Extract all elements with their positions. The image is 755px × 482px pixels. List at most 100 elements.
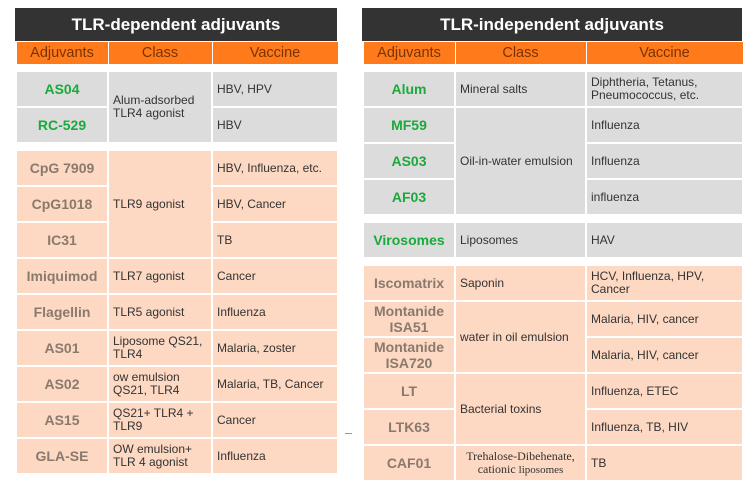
adjuvant-cell: Montanide ISA720 xyxy=(362,336,456,374)
class-line-1: Trehalose-Dibehenate, xyxy=(466,448,575,463)
vaccine-cell: HAV xyxy=(585,221,744,259)
vaccine-cell: TB xyxy=(211,221,339,259)
adjuvant-cell: CpG 7909 xyxy=(15,149,109,187)
vaccine-cell: Influenza xyxy=(211,293,339,331)
vaccine-cell: Malaria, HIV, cancer xyxy=(585,336,744,374)
adjuvant-cell: CpG1018 xyxy=(15,185,109,223)
adjuvant-cell: CAF01 xyxy=(362,444,456,482)
table-row: Alum Mineral salts Diphtheria, Tetanus, … xyxy=(362,70,744,108)
table-row: AS03 Influenza xyxy=(362,142,744,180)
adjuvant-cell: IC31 xyxy=(15,221,109,259)
table-row: Iscomatrix Saponin HCV, Influenza, HPV, … xyxy=(362,264,744,302)
class-cell: Trehalose-Dibehenate, cationic liposomes xyxy=(454,444,587,482)
class-cell: ow emulsion QS21, TLR4 xyxy=(107,365,213,403)
tlr-independent-table: Adjuvants Class Vaccine Alum Mineral sal… xyxy=(362,41,744,482)
adjuvant-cell: MF59 xyxy=(362,106,456,144)
vaccine-cell: Influenza, TB, HIV xyxy=(585,408,744,446)
header-class: Class xyxy=(454,41,587,65)
table-row: RC-529 HBV xyxy=(15,106,339,144)
table-row: LT Bacterial toxins Influenza, ETEC xyxy=(362,372,744,446)
table-row: CpG1018 HBV, Cancer xyxy=(15,185,339,223)
vaccine-cell: HBV, Influenza, etc. xyxy=(211,149,339,187)
class-cell: Liposome QS21, TLR4 xyxy=(107,329,213,367)
header-row: Adjuvants Class Vaccine xyxy=(15,41,339,65)
class-cell: Mineral salts xyxy=(454,70,587,108)
adjuvant-cell: GLA-SE xyxy=(15,437,109,475)
class-cell: water in oil emulsion xyxy=(454,300,587,374)
adjuvant-cell: AS04 xyxy=(15,70,109,108)
table-row: AS02 ow emulsion QS21, TLR4 Malaria, TB,… xyxy=(15,365,339,403)
spacer-row xyxy=(16,64,338,71)
vaccine-cell: HBV, Cancer xyxy=(211,185,339,223)
vaccine-cell: Influenza xyxy=(585,142,744,180)
table-row: Montanide ISA720 Malaria, HIV, cancer xyxy=(362,336,744,374)
header-adjuvants: Adjuvants xyxy=(15,41,109,65)
tlr-independent-panel: TLR-independent adjuvants Adjuvants Clas… xyxy=(362,8,744,482)
adjuvant-cell: Imiquimod xyxy=(15,257,109,295)
header-row: Adjuvants Class Vaccine xyxy=(362,41,744,65)
adjuvant-cell: AS15 xyxy=(15,401,109,439)
class-cell: TLR5 agonist xyxy=(107,293,213,331)
vaccine-cell: Cancer xyxy=(211,257,339,295)
header-class: Class xyxy=(107,41,213,65)
panel-title: TLR-independent adjuvants xyxy=(362,8,742,41)
spacer-row xyxy=(363,215,743,222)
adjuvant-cell: Montanide ISA51 xyxy=(362,300,456,338)
divider-dash xyxy=(345,433,352,434)
class-cell: QS21+ TLR4 + TLR9 xyxy=(107,401,213,439)
adjuvant-cell: LT xyxy=(362,372,456,410)
adjuvant-cell: Alum xyxy=(362,70,456,108)
adjuvant-cell: AF03 xyxy=(362,178,456,216)
spacer-row xyxy=(16,143,338,150)
table-row: Imiquimod TLR7 agonist Cancer xyxy=(15,257,339,295)
table-row: Virosomes Liposomes HAV xyxy=(362,221,744,259)
vaccine-cell: Malaria, TB, Cancer xyxy=(211,365,339,403)
class-line-2-small: liposomes xyxy=(518,463,564,476)
adjuvant-cell: AS03 xyxy=(362,142,456,180)
vaccine-cell: HCV, Influenza, HPV, Cancer xyxy=(585,264,744,302)
class-line-2: cationic xyxy=(477,461,519,476)
vaccine-cell: HBV, HPV xyxy=(211,70,339,108)
header-vaccine: Vaccine xyxy=(211,41,339,65)
vaccine-cell: Malaria, HIV, cancer xyxy=(585,300,744,338)
adjuvant-cell: RC-529 xyxy=(15,106,109,144)
adjuvant-cell: AS02 xyxy=(15,365,109,403)
class-cell: Bacterial toxins xyxy=(454,372,587,446)
table-row: AS15 QS21+ TLR4 + TLR9 Cancer xyxy=(15,401,339,439)
table-row: AS01 Liposome QS21, TLR4 Malaria, zoster xyxy=(15,329,339,367)
adjuvant-cell: Iscomatrix xyxy=(362,264,456,302)
spacer-row xyxy=(363,64,743,71)
vaccine-cell: influenza xyxy=(585,178,744,216)
table-row: AF03 influenza xyxy=(362,178,744,216)
vaccine-cell: Influenza xyxy=(211,437,339,475)
table-row: AS04 Alum-adsorbed TLR4 agonist HBV, HPV xyxy=(15,70,339,144)
class-cell: Alum-adsorbed TLR4 agonist xyxy=(107,70,213,144)
vaccine-cell: Cancer xyxy=(211,401,339,439)
class-cell: Oil-in-water emulsion xyxy=(454,106,587,216)
class-cell: Liposomes xyxy=(454,221,587,259)
adjuvant-cell: LTK63 xyxy=(362,408,456,446)
vaccine-cell: Diphtheria, Tetanus, Pneumococcus, etc. xyxy=(585,70,744,108)
vaccine-cell: Influenza, ETEC xyxy=(585,372,744,410)
vaccine-cell: HBV xyxy=(211,106,339,144)
class-cell: TLR7 agonist xyxy=(107,257,213,295)
class-cell: OW emulsion+ TLR 4 agonist xyxy=(107,437,213,475)
vaccine-cell: Influenza xyxy=(585,106,744,144)
panel-title: TLR-dependent adjuvants xyxy=(15,8,337,41)
adjuvant-cell: Virosomes xyxy=(362,221,456,259)
table-row: LTK63 Influenza, TB, HIV xyxy=(362,408,744,446)
table-row: CAF01 Trehalose-Dibehenate, cationic lip… xyxy=(362,444,744,482)
table-row: IC31 TB xyxy=(15,221,339,259)
header-adjuvants: Adjuvants xyxy=(362,41,456,65)
tlr-dependent-panel: TLR-dependent adjuvants Adjuvants Class … xyxy=(15,8,339,475)
adjuvant-cell: Flagellin xyxy=(15,293,109,331)
adjuvant-cell: AS01 xyxy=(15,329,109,367)
spacer-row xyxy=(363,258,743,265)
table-row: Flagellin TLR5 agonist Influenza xyxy=(15,293,339,331)
vaccine-cell: TB xyxy=(585,444,744,482)
vaccine-cell: Malaria, zoster xyxy=(211,329,339,367)
class-cell: TLR9 agonist xyxy=(107,149,213,259)
table-row: CpG 7909 TLR9 agonist HBV, Influenza, et… xyxy=(15,149,339,259)
header-vaccine: Vaccine xyxy=(585,41,744,65)
table-row: GLA-SE OW emulsion+ TLR 4 agonist Influe… xyxy=(15,437,339,475)
